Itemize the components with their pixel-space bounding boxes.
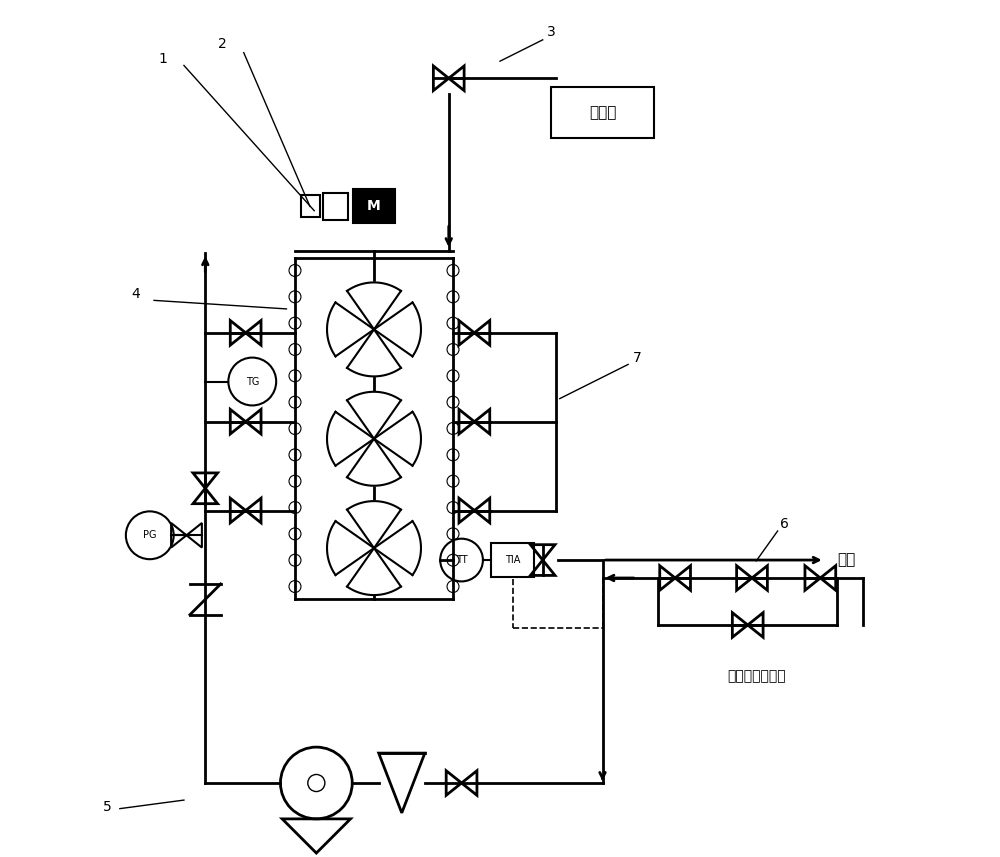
Bar [301,195,320,217]
Polygon shape [327,521,374,575]
Polygon shape [347,439,401,486]
Polygon shape [327,303,374,357]
Polygon shape [347,501,401,548]
Text: M: M [367,200,381,213]
Text: 2: 2 [218,38,227,51]
Text: TT: TT [456,555,467,565]
Text: 7: 7 [632,351,641,365]
Text: 回油: 回油 [837,553,856,567]
Text: PG: PG [143,530,157,540]
Polygon shape [327,412,374,465]
Polygon shape [347,548,401,595]
Text: 低温导热油进油: 低温导热油进油 [727,669,786,683]
Polygon shape [374,303,421,357]
Text: 5: 5 [103,800,112,814]
Polygon shape [374,521,421,575]
Text: 1: 1 [158,52,167,66]
Text: TIA: TIA [505,555,521,565]
Bar [323,193,348,220]
Text: 4: 4 [131,287,140,301]
Text: 3: 3 [547,25,556,39]
Text: TG: TG [246,376,259,387]
Text: 苯乙烯: 苯乙烯 [589,105,616,120]
Polygon shape [347,283,401,329]
Polygon shape [374,412,421,465]
Bar [551,87,654,138]
Text: 6: 6 [780,518,789,531]
Bar [353,189,395,224]
Polygon shape [347,329,401,376]
Polygon shape [347,392,401,439]
Bar [491,543,534,577]
